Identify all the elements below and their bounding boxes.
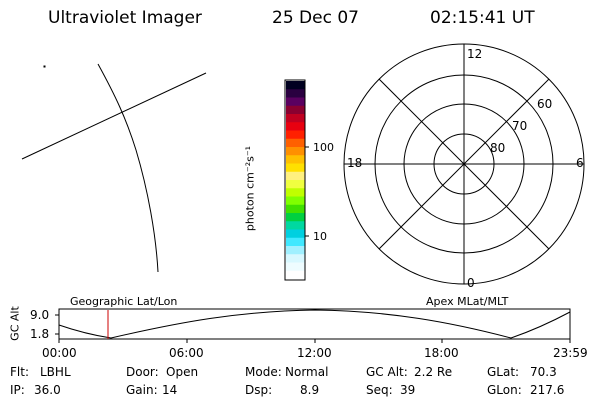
mlt-label-6: 6 — [576, 156, 584, 170]
time-label-2: 12:00 — [297, 346, 332, 360]
time-label-4: 23:59 — [553, 346, 588, 360]
geographic-grid-panel — [21, 63, 207, 273]
info-glat-key: GLat: — [487, 365, 520, 379]
mlt-label-12: 12 — [467, 47, 483, 61]
mlt-label-18: 18 — [347, 156, 363, 170]
info-ip-value: 36.0 — [34, 383, 61, 397]
colorbar-segment — [286, 147, 305, 156]
info-ip-key: IP: — [10, 383, 25, 397]
info-gcalt-value: 2.2 Re — [414, 365, 453, 379]
colorbar-tick-label-100: 100 — [313, 141, 334, 154]
date-readout: 25 Dec 07 — [272, 8, 359, 28]
info-gain-key: Gain: — [126, 383, 158, 397]
geo-dot — [43, 65, 46, 68]
geo-longitude-line — [21, 72, 207, 160]
info-door-value: Open — [166, 365, 199, 379]
colorbar-segment — [286, 155, 305, 164]
polar-plot — [343, 43, 585, 285]
lat-label-80: 80 — [490, 141, 506, 155]
colorbar-segment — [286, 213, 305, 222]
colorbar-segment — [286, 105, 305, 115]
colorbar-unit-label: photon cm⁻²s⁻¹ — [243, 145, 257, 232]
geo-latitude-line — [97, 63, 159, 273]
colorbar-segment — [286, 270, 305, 280]
colorbar-segment — [286, 254, 305, 263]
info-glon-value: 217.6 — [530, 383, 565, 397]
info-door-key: Door: — [126, 365, 159, 379]
colorbar-frame — [284, 79, 306, 281]
colorbar-segment — [286, 188, 305, 197]
colorbar-segment — [286, 204, 305, 214]
info-flt-value: LBHL — [40, 365, 71, 379]
strip-y-title: GC Alt — [8, 306, 22, 341]
colorbar-segment — [286, 171, 305, 181]
colorbar-segment — [286, 163, 305, 173]
lat-label-70: 70 — [512, 119, 528, 133]
colorbar-segment — [286, 221, 305, 230]
info-gain-value: 14 — [162, 383, 178, 397]
time-label-1: 06:00 — [169, 346, 204, 360]
info-dsp-value: 8.9 — [300, 383, 320, 397]
strip-y-bottom: 1.8 — [30, 327, 50, 341]
colorbar-segment — [286, 237, 305, 247]
strip-frame — [58, 308, 571, 340]
colorbar-segment — [286, 138, 305, 148]
colorbar-segment — [286, 81, 305, 90]
info-glat-value: 70.3 — [530, 365, 557, 379]
info-dsp-key: Dsp: — [245, 383, 273, 397]
polar-diagonal-2 — [378, 78, 550, 250]
colorbar-segment — [286, 122, 305, 131]
geographic-caption: Geographic Lat/Lon — [70, 295, 178, 308]
app-title: Ultraviolet Imager — [48, 8, 202, 28]
info-gcalt-key: GC Alt: — [366, 365, 408, 379]
apex-caption: Apex MLat/MLT — [426, 295, 509, 308]
info-mode-key: Mode: — [245, 365, 282, 379]
time-label-3: 18:00 — [424, 346, 459, 360]
lat-label-60: 60 — [537, 97, 553, 111]
altitude-strip-chart — [55, 308, 571, 343]
info-seq-key: Seq: — [366, 383, 393, 397]
info-flt-key: Flt: — [10, 365, 29, 379]
colorbar-segment — [286, 180, 305, 189]
colorbar-segment — [286, 262, 305, 272]
colorbar-segment — [286, 97, 305, 107]
colorbar-segment — [286, 246, 305, 255]
colorbar-segment — [286, 196, 305, 206]
time-readout: 02:15:41 UT — [430, 8, 535, 28]
colorbar — [284, 79, 309, 281]
info-seq-value: 39 — [400, 383, 416, 397]
colorbar-tick-label-10: 10 — [313, 230, 327, 243]
info-mode-value: Normal — [285, 365, 329, 379]
strip-y-top: 9.0 — [30, 308, 50, 322]
colorbar-segment — [286, 89, 305, 98]
info-glon-key: GLon: — [487, 383, 522, 397]
colorbar-segment — [286, 130, 305, 140]
altitude-curve — [58, 309, 571, 339]
colorbar-segment — [286, 229, 305, 239]
time-label-0: 00:00 — [42, 346, 77, 360]
mlt-label-0: 0 — [467, 276, 475, 290]
colorbar-segment — [286, 114, 305, 123]
